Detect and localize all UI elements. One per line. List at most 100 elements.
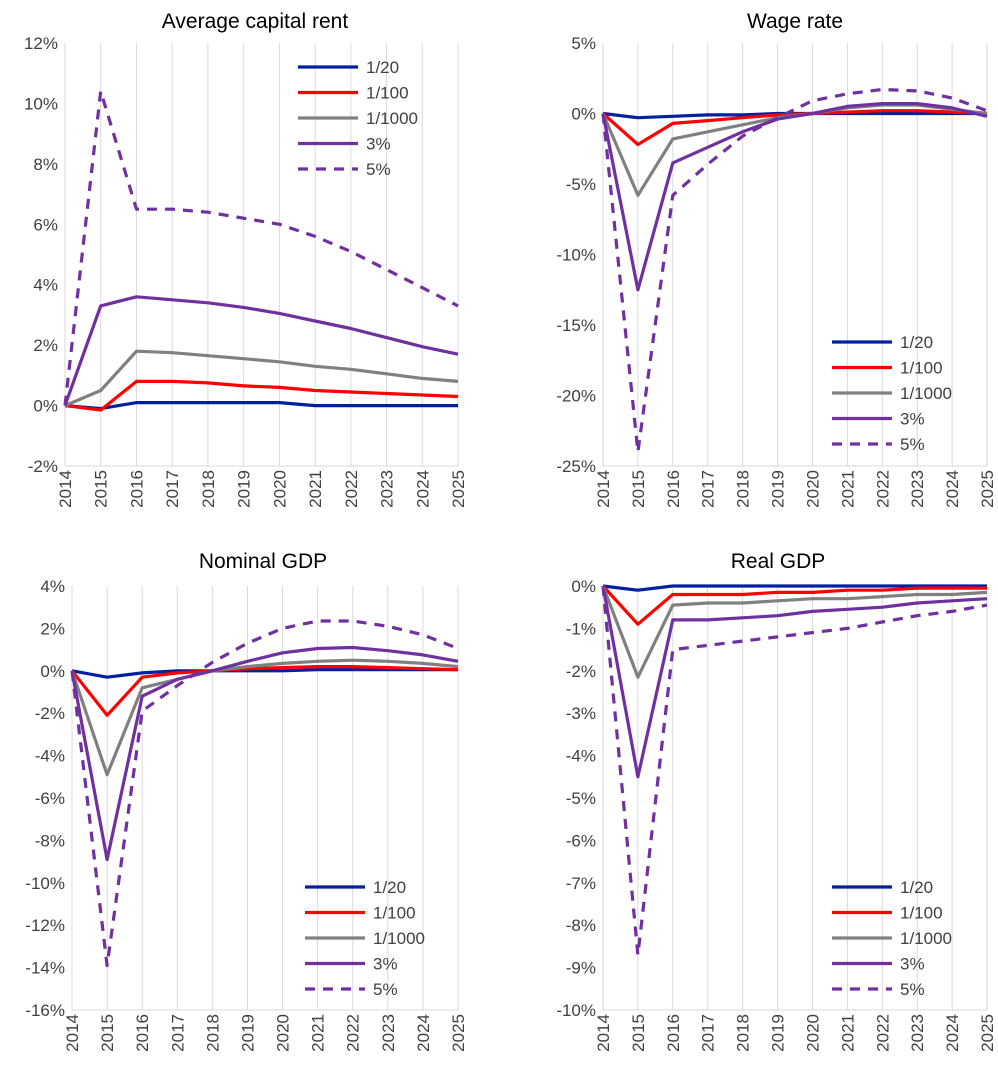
chart-panel-real-gdp: Real GDP -10% -9% -8% -7% -6% -5% -4% -3% -2% -1% 0… [556, 550, 997, 1052]
series-line-5pct [601, 585, 988, 957]
legend-label-1-20: 1/20 [373, 878, 406, 897]
y-tick-label: -10% [556, 246, 596, 265]
y-tick-label: -16% [25, 1001, 65, 1020]
legend: 1/20 1/100 1/1000 3% 5% [832, 333, 952, 454]
y-tick-label: -12% [25, 916, 65, 935]
x-tick-label: 2023 [379, 1014, 398, 1052]
x-tick-label: 2015 [629, 470, 648, 508]
x-tick-label: 2019 [769, 470, 788, 508]
legend-label-1-1000: 1/1000 [373, 929, 425, 948]
y-tick-label: -10% [556, 1001, 596, 1020]
series-line-5pct [70, 619, 459, 968]
x-tick-label: 2014 [56, 470, 75, 508]
y-tick-label: 2% [40, 619, 65, 638]
x-tick-label: 2022 [873, 470, 892, 508]
y-tick-label: 2% [33, 336, 58, 355]
x-tick-label: 2021 [309, 1014, 328, 1052]
y-tick-label: -4% [566, 747, 596, 766]
x-tick-label: 2025 [449, 470, 468, 508]
x-tick-label: 2022 [344, 1014, 363, 1052]
x-tick-label: 2017 [699, 1014, 718, 1052]
legend-label-3pct: 3% [900, 955, 925, 974]
y-tick-label: 0% [571, 577, 596, 596]
y-tick-label: -2% [35, 704, 65, 723]
legend-label-5pct: 5% [900, 980, 925, 999]
legend-label-5pct: 5% [366, 160, 391, 179]
chart-panel-nominal-gdp: Nominal GDP -16% -14% -12% -10% -8% -6% -4% -2% 0… [25, 550, 468, 1052]
y-tick-label: -14% [25, 959, 65, 978]
series-line-1-1000 [601, 103, 988, 197]
x-tick-label: 2015 [98, 1014, 117, 1052]
x-tick-label: 2022 [342, 470, 361, 508]
legend-label-1-20: 1/20 [366, 58, 399, 77]
legend-label-1-100: 1/100 [900, 359, 943, 378]
series-line-1-1000 [70, 658, 459, 777]
chart-title: Nominal GDP [199, 550, 327, 573]
series-line-3pct [601, 101, 988, 292]
x-tick-label: 2020 [270, 470, 289, 508]
y-tick-label: 10% [24, 94, 58, 113]
x-tick-label: 2020 [803, 470, 822, 508]
x-tick-label: 2015 [92, 470, 111, 508]
x-tick-label: 2014 [63, 1014, 82, 1052]
y-tick-label: 0% [33, 397, 58, 416]
legend-label-1-20: 1/20 [900, 333, 933, 352]
y-tick-label: -3% [566, 704, 596, 723]
legend-label-3pct: 3% [373, 955, 398, 974]
x-tick-label: 2023 [908, 470, 927, 508]
x-tick-label: 2014 [594, 470, 613, 508]
x-tick-label: 2021 [306, 470, 325, 508]
chart-title: Average capital rent [162, 10, 349, 33]
y-tick-label: -6% [566, 831, 596, 850]
y-tick-label: 12% [24, 34, 58, 53]
y-tick-label: -2% [28, 457, 58, 476]
series-line-3pct [63, 295, 459, 407]
y-tick-label: 4% [40, 577, 65, 596]
y-tick-label: -7% [566, 874, 596, 893]
y-tick-label: -25% [556, 457, 596, 476]
x-tick-label: 2016 [664, 1014, 683, 1052]
y-tick-label: -10% [25, 874, 65, 893]
legend-label-5pct: 5% [373, 980, 398, 999]
y-tick-label: 8% [33, 155, 58, 174]
series-line-1-1000 [64, 349, 459, 408]
chart-title: Wage rate [747, 10, 843, 33]
legend-label-1-100: 1/100 [900, 904, 943, 923]
chart-panel-average-capital-rent: Average capital rent -2% 0% 2% 4% 6% 8% 10% 12% 2… [24, 10, 468, 508]
y-tick-label: 0% [40, 662, 65, 681]
x-tick-label: 2016 [133, 1014, 152, 1052]
y-tick-label: -4% [35, 747, 65, 766]
legend-label-1-1000: 1/1000 [366, 109, 418, 128]
series-line-1-20 [71, 668, 458, 679]
x-tick-label: 2018 [734, 1014, 753, 1052]
y-tick-label: -2% [566, 662, 596, 681]
legend-label-3pct: 3% [366, 135, 391, 154]
legend-label-1-100: 1/100 [366, 84, 409, 103]
legend: 1/20 1/100 1/1000 3% 5% [298, 58, 418, 179]
x-tick-label: 2023 [908, 1014, 927, 1052]
x-tick-label: 2017 [168, 1014, 187, 1052]
y-tick-label: -8% [35, 831, 65, 850]
legend-label-1-1000: 1/1000 [900, 384, 952, 403]
x-tick-label: 2017 [699, 470, 718, 508]
x-tick-label: 2018 [734, 470, 753, 508]
series-line-1-100 [601, 584, 987, 626]
series-line-1-20 [64, 401, 458, 411]
x-tick-label: 2024 [943, 470, 962, 508]
x-tick-label: 2021 [838, 1014, 857, 1052]
chart-title: Real GDP [731, 550, 826, 573]
legend: 1/20 1/100 1/1000 3% 5% [305, 878, 425, 999]
legend-label-1-20: 1/20 [900, 878, 933, 897]
y-tick-label: -5% [566, 789, 596, 808]
x-tick-label: 2021 [838, 470, 857, 508]
series-line-1-100 [70, 664, 459, 717]
y-tick-label: 4% [33, 276, 58, 295]
series-line-1-20 [602, 584, 987, 592]
y-tick-label: -8% [566, 916, 596, 935]
x-tick-label: 2024 [413, 470, 432, 508]
legend-label-5pct: 5% [900, 435, 925, 454]
x-tick-label: 2019 [235, 470, 254, 508]
series-line-5pct [63, 89, 459, 406]
